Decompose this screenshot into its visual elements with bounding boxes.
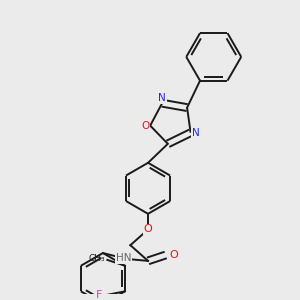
Text: HN: HN <box>116 253 131 263</box>
Text: O: O <box>141 121 149 130</box>
Text: N: N <box>192 128 200 138</box>
Text: O: O <box>144 224 152 235</box>
Text: N: N <box>158 93 166 103</box>
Text: F: F <box>96 290 103 300</box>
Text: O: O <box>169 250 178 260</box>
Text: CH₃: CH₃ <box>89 254 105 263</box>
